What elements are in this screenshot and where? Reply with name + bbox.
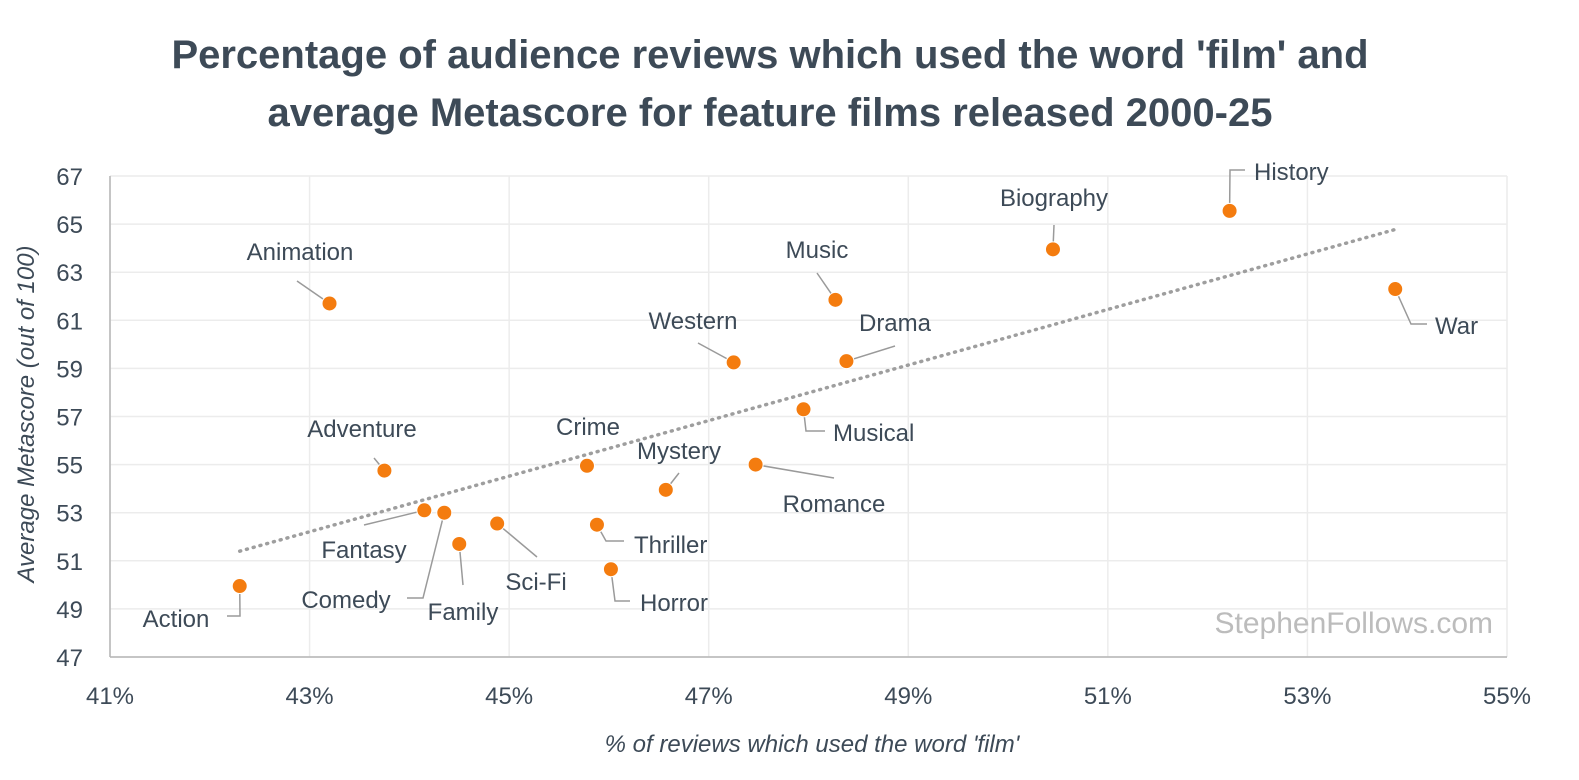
point-drama — [838, 353, 855, 370]
y-tick-label: 49 — [56, 597, 83, 624]
label-romance: Romance — [783, 491, 886, 518]
point-history — [1221, 202, 1238, 219]
label-drama: Drama — [859, 310, 932, 337]
y-axis-title: Average Metascore (out of 100) — [13, 245, 40, 584]
leader-horror — [610, 569, 630, 602]
point-labels: Animation Adventure Fantasy Comedy Family Act… — [143, 159, 1478, 633]
point-musical — [795, 401, 812, 418]
label-biography: Biography — [1000, 185, 1108, 212]
y-tick-label: 59 — [56, 356, 83, 383]
leader-war — [1394, 288, 1427, 325]
chart-title-line-1: Percentage of audience reviews which use… — [171, 33, 1369, 77]
data-points — [231, 202, 1404, 595]
y-tick-label: 65 — [56, 212, 83, 239]
x-tick-label: 51% — [1084, 683, 1132, 710]
watermark: StephenFollows.com — [1215, 607, 1493, 640]
x-tick-label: 47% — [685, 683, 733, 710]
y-tick-label: 51 — [56, 549, 83, 576]
y-tick-label: 53 — [56, 501, 83, 528]
y-tick-label: 67 — [56, 164, 83, 191]
point-family — [451, 535, 468, 552]
point-biography — [1044, 241, 1061, 258]
x-tick-label: 41% — [86, 683, 134, 710]
x-tick-label: 43% — [286, 683, 334, 710]
label-fantasy: Fantasy — [321, 537, 406, 564]
y-tick-label: 47 — [56, 645, 83, 672]
y-tick-label: 63 — [56, 260, 83, 287]
point-animation — [321, 295, 338, 312]
trendline — [237, 227, 1399, 553]
leader-drama — [846, 345, 896, 362]
label-family: Family — [428, 599, 499, 626]
label-adventure: Adventure — [307, 416, 416, 443]
x-tick-label: 53% — [1283, 683, 1331, 710]
label-history: History — [1254, 159, 1329, 186]
leader-sci-fi — [496, 522, 538, 558]
label-thriller: Thriller — [634, 532, 707, 559]
point-adventure — [376, 462, 393, 479]
point-mystery — [657, 481, 674, 498]
label-horror: Horror — [640, 590, 708, 617]
point-thriller — [588, 516, 605, 533]
label-musical: Musical — [833, 420, 914, 447]
leader-fantasy — [363, 509, 425, 526]
label-action: Action — [143, 606, 210, 633]
point-horror — [602, 561, 619, 578]
point-romance — [747, 456, 764, 473]
label-crime: Crime — [556, 414, 620, 441]
axes — [109, 176, 1507, 658]
point-western — [725, 354, 742, 371]
point-music — [827, 291, 844, 308]
point-action — [231, 578, 248, 595]
label-sci-fi: Sci-Fi — [505, 569, 566, 596]
point-comedy — [436, 504, 453, 521]
grid — [109, 175, 1508, 658]
label-war: War — [1435, 313, 1478, 340]
label-music: Music — [786, 237, 849, 264]
leader-history — [1228, 169, 1245, 211]
x-tick-label: 45% — [485, 683, 533, 710]
y-tick-label: 61 — [56, 308, 83, 335]
y-tick-label: 55 — [56, 453, 83, 480]
leader-comedy — [407, 512, 446, 599]
point-war — [1387, 281, 1404, 298]
y-tick-label: 57 — [56, 405, 83, 432]
point-crime — [578, 457, 595, 474]
chart-title: Percentage of audience reviews which use… — [0, 26, 1540, 142]
x-tick-label: 55% — [1483, 683, 1531, 710]
point-sci-fi — [489, 515, 506, 532]
leader-action — [227, 586, 241, 617]
label-western: Western — [649, 308, 738, 335]
leader-romance — [755, 463, 835, 479]
chart-title-line-2: average Metascore for feature films rele… — [267, 91, 1273, 135]
label-comedy: Comedy — [301, 587, 390, 614]
tick-labels: 41% 43% 45% 47% 49% 51% 53% 55% 47 49 51 53 55 57 59 61… — [56, 164, 1531, 710]
x-tick-label: 49% — [884, 683, 932, 710]
x-axis-title: % of reviews which used the word 'film' — [605, 731, 1021, 758]
label-mystery: Mystery — [637, 438, 721, 465]
point-fantasy — [416, 502, 433, 519]
label-animation: Animation — [247, 239, 354, 266]
